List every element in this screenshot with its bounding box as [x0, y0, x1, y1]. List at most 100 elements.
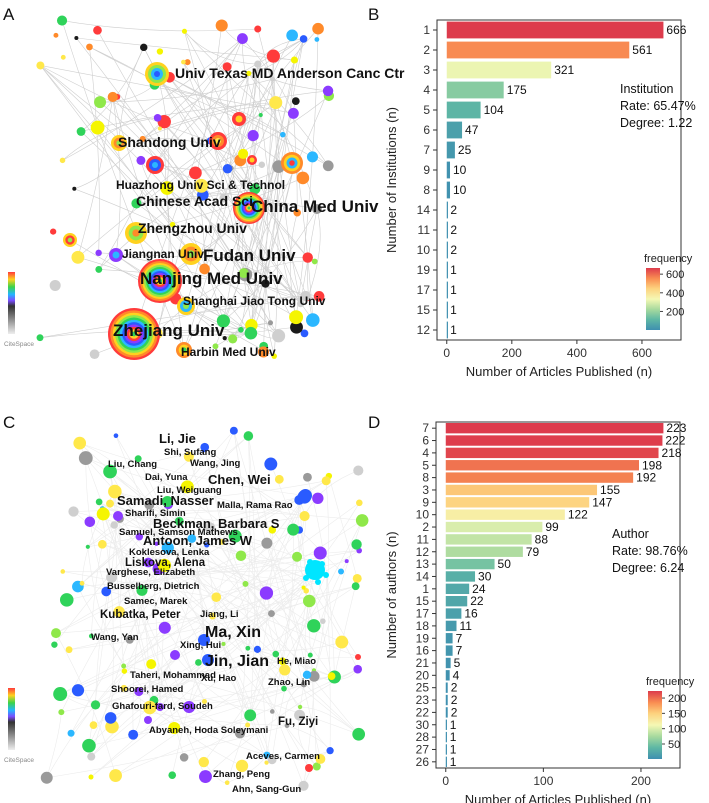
node	[245, 645, 251, 651]
node	[201, 447, 206, 453]
edge	[334, 578, 358, 678]
node	[287, 523, 300, 536]
node	[170, 650, 180, 660]
edge	[74, 188, 308, 299]
bar-value-label: 561	[632, 43, 652, 57]
node	[161, 495, 173, 508]
edge	[123, 665, 359, 735]
y-tick-label: 19	[416, 631, 430, 645]
node-ring	[131, 331, 137, 337]
node	[315, 579, 321, 585]
node	[278, 657, 287, 666]
node	[89, 349, 100, 360]
y-tick-label: 9	[423, 163, 430, 177]
node	[139, 135, 146, 142]
node-label: Malla, Rama Rao	[217, 500, 293, 511]
edge	[124, 670, 273, 712]
edge	[204, 447, 277, 655]
edge	[88, 430, 235, 746]
legend-tick-label: 200	[666, 306, 684, 318]
bar	[445, 497, 590, 508]
bar	[446, 241, 448, 259]
edge	[91, 544, 103, 637]
node	[195, 659, 202, 666]
node	[269, 709, 275, 714]
edge	[100, 84, 155, 103]
x-tick-label: 600	[632, 346, 652, 360]
bar-value-label: 30	[478, 569, 492, 583]
edge	[159, 569, 316, 708]
node	[261, 537, 273, 549]
bar-value-label: 10	[453, 183, 467, 197]
edge	[118, 47, 145, 144]
node-label: Sharifi, Simin	[125, 508, 186, 519]
node	[121, 663, 127, 669]
node	[144, 499, 155, 510]
node-label: Kubatka, Peter	[100, 609, 181, 621]
edge	[80, 47, 145, 132]
stats-annotation: Rate: 98.76%	[612, 544, 688, 558]
bar-value-label: 1	[450, 323, 457, 337]
node	[234, 727, 246, 739]
node	[219, 539, 225, 545]
edge	[148, 562, 359, 658]
bar	[445, 509, 565, 520]
node	[113, 511, 123, 521]
edge	[61, 20, 185, 351]
edge	[303, 676, 315, 786]
y-tick-label: 25	[416, 681, 430, 695]
bar	[446, 41, 630, 59]
network-edges	[46, 430, 363, 786]
edge	[115, 254, 297, 318]
edge	[231, 167, 301, 304]
node	[298, 780, 309, 791]
edge	[62, 571, 217, 598]
edge	[62, 38, 243, 161]
bar-value-label: 2	[451, 705, 458, 719]
bar	[445, 608, 462, 619]
bar	[445, 595, 468, 607]
edge	[230, 167, 297, 328]
bar-value-label: 218	[662, 446, 682, 460]
y-tick-label: 5	[422, 458, 429, 472]
node	[306, 151, 319, 163]
bar-value-label: 1	[450, 742, 457, 756]
node	[76, 127, 86, 136]
bar	[445, 707, 448, 718]
node	[315, 754, 326, 764]
bar-value-label: 16	[464, 607, 478, 621]
bar-value-label: 122	[568, 508, 588, 522]
edge	[251, 38, 304, 323]
bar-value-label: 222	[665, 434, 685, 448]
y-tick-label: 26	[416, 755, 430, 769]
bar	[445, 657, 451, 669]
node-label: Liu, Chang	[108, 459, 157, 470]
edge	[169, 77, 283, 135]
edge	[142, 38, 243, 140]
bar-value-label: 223	[666, 421, 686, 435]
node	[290, 56, 298, 64]
edge	[183, 64, 259, 351]
edge	[257, 28, 293, 164]
bar-value-label: 22	[470, 594, 484, 608]
node	[49, 279, 61, 291]
bar-value-label: 321	[554, 63, 574, 77]
edge	[328, 475, 358, 579]
node	[307, 652, 313, 658]
node	[94, 96, 107, 109]
edge	[155, 163, 262, 171]
y-tick-label: 11	[418, 223, 431, 237]
node	[184, 59, 191, 66]
edge	[248, 435, 256, 716]
node	[300, 290, 311, 302]
edge	[273, 56, 301, 304]
y-tick-label: 5	[423, 103, 430, 117]
node	[243, 431, 254, 441]
edge	[272, 78, 329, 92]
time-slice-colorbar	[8, 272, 15, 334]
node-label: Busselberg, Dietrich	[107, 581, 200, 592]
x-tick-label: 200	[502, 346, 522, 360]
bar	[445, 521, 543, 533]
legend-title: frequency	[644, 253, 693, 265]
node	[60, 54, 66, 60]
